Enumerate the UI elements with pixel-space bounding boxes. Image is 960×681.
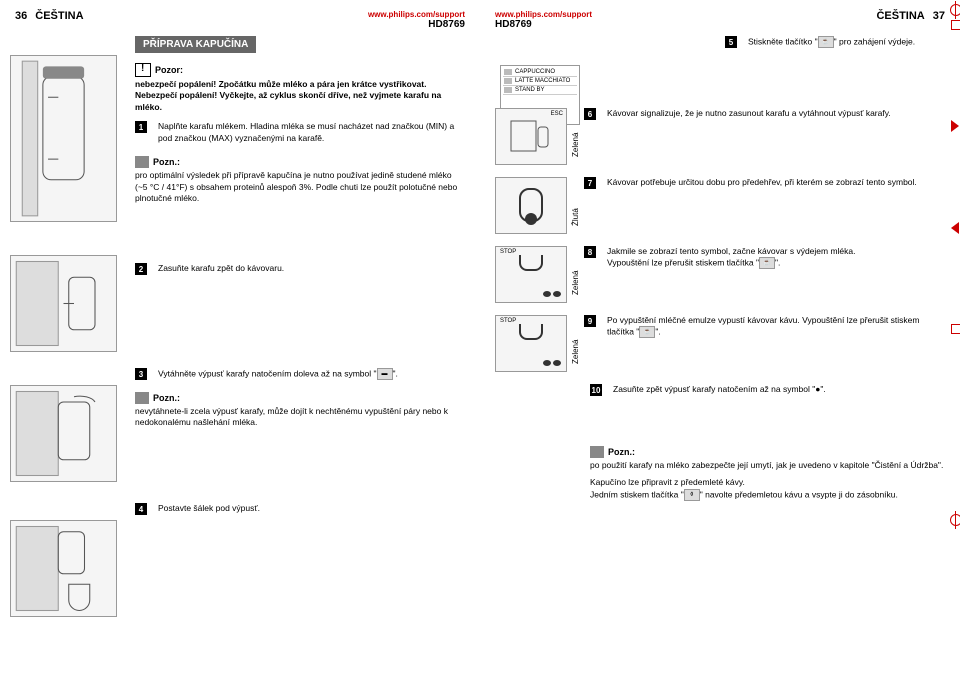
step-1-text: Naplňte karafu mlékem. Hladina mléka se … bbox=[158, 121, 465, 144]
support-url-l: www.philips.com/support bbox=[368, 10, 465, 19]
step-7-text: Kávovar potřebuje určitou dobu pro přede… bbox=[607, 177, 945, 188]
note-icon-2 bbox=[135, 392, 149, 404]
crop-marks bbox=[950, 0, 960, 681]
display-insert-carafe: ESC bbox=[495, 108, 567, 165]
page-num-right: 37 bbox=[933, 10, 945, 22]
step-3-text: Vytáhněte výpusť karafy natočením doleva… bbox=[158, 368, 465, 380]
color-green-3: Zelená bbox=[571, 324, 580, 364]
note-2-label: Pozn.: bbox=[153, 393, 180, 403]
step-4-text: Postavte šálek pod výpusť. bbox=[158, 503, 465, 514]
note-icon-3 bbox=[590, 446, 604, 458]
note-3b: Kapučíno lze připravit z předemleté kávy… bbox=[590, 477, 945, 488]
preground-icon: ⚱ bbox=[684, 489, 700, 501]
warn-title: Pozor: bbox=[155, 65, 183, 75]
menu-cappuccino: CAPPUCCINO bbox=[515, 69, 555, 75]
lang-left: ČEŠTINA bbox=[35, 10, 83, 22]
note-1-label: Pozn.: bbox=[153, 157, 180, 167]
stop-button-icon-2: ☕ bbox=[639, 326, 655, 338]
step-9-num: 9 bbox=[584, 315, 596, 327]
menu-latte: LATTE MACCHIATO bbox=[515, 78, 570, 84]
stop-button-icon: ☕ bbox=[759, 257, 775, 269]
step-4-num: 4 bbox=[135, 503, 147, 515]
display-preheat bbox=[495, 177, 567, 234]
step-8-num: 8 bbox=[584, 246, 596, 258]
note-icon bbox=[135, 156, 149, 168]
cappuccino-button-icon: ☕ bbox=[818, 36, 834, 48]
display-coffee-dispense: STOP bbox=[495, 315, 567, 372]
step-1-num: 1 bbox=[135, 121, 147, 133]
menu-standby: STAND BY bbox=[515, 87, 545, 93]
support-url-r: www.philips.com/support bbox=[495, 10, 592, 19]
display-milk-dispense: STOP bbox=[495, 246, 567, 303]
lang-right: ČEŠTINA bbox=[876, 10, 924, 22]
color-yellow: Žlutá bbox=[571, 186, 580, 226]
spout-open-icon: ▬ bbox=[377, 368, 393, 380]
warning-icon bbox=[135, 63, 151, 77]
note-3-label: Pozn.: bbox=[608, 447, 635, 457]
step-7-num: 7 bbox=[584, 177, 596, 189]
model-r: HD8769 bbox=[495, 19, 592, 30]
step-10-text: Zasuňte zpět výpusť karafy natočením až … bbox=[613, 384, 945, 395]
step-3-num: 3 bbox=[135, 368, 147, 380]
step-5-text: Stiskněte tlačítko "☕" pro zahájení výde… bbox=[748, 36, 945, 48]
step-9-text: Po vypuštění mléčné emulze vypustí kávov… bbox=[607, 315, 945, 338]
color-green-1: Zelená bbox=[571, 117, 580, 157]
step-2-text: Zasuňte karafu zpět do kávovaru. bbox=[158, 263, 465, 274]
illus-insert bbox=[10, 255, 117, 352]
step-10-num: 10 bbox=[590, 384, 602, 396]
warn-body: nebezpečí popálení! Zpočátku může mléko … bbox=[135, 79, 441, 112]
note-1-text: pro optimální výsledek při přípravě kapu… bbox=[135, 170, 465, 204]
note-2-text: nevytáhnete-li zcela výpusť karafy, může… bbox=[135, 406, 465, 429]
step-8-text: Jakmile se zobrazí tento symbol, začne k… bbox=[607, 246, 945, 269]
step-6-num: 6 bbox=[584, 108, 596, 120]
section-title: PŘÍPRAVA KAPUČÍNA bbox=[135, 36, 256, 53]
step-2-num: 2 bbox=[135, 263, 147, 275]
model-l: HD8769 bbox=[368, 19, 465, 30]
step-5-num: 5 bbox=[725, 36, 737, 48]
illus-cup bbox=[10, 520, 117, 617]
note-3c: Jedním stiskem tlačítka "⚱" navolte před… bbox=[590, 489, 945, 501]
illus-rotate bbox=[10, 385, 117, 482]
page-num-left: 36 bbox=[15, 10, 27, 22]
color-green-2: Zelená bbox=[571, 255, 580, 295]
note-3a: po použití karafy na mléko zabezpečte je… bbox=[590, 460, 945, 471]
step-6-text: Kávovar signalizuje, že je nutno zasunou… bbox=[607, 108, 945, 119]
illus-carafe bbox=[10, 55, 117, 222]
